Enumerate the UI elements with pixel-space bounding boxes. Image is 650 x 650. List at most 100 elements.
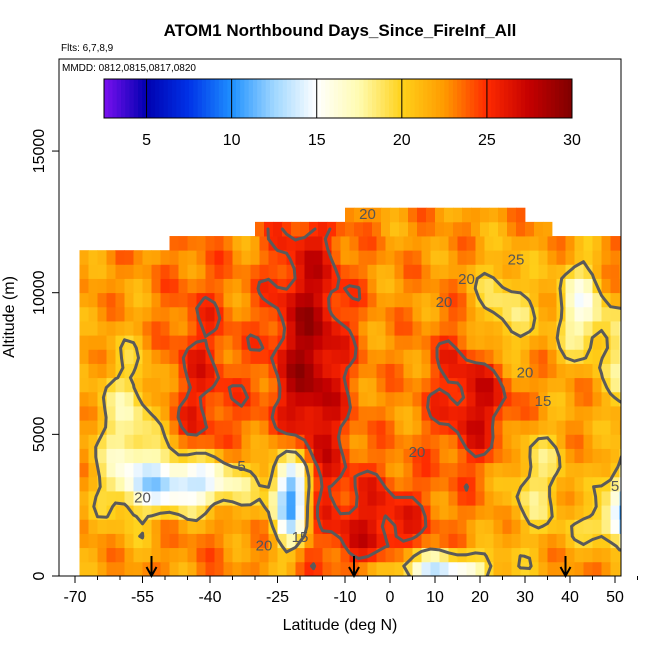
heatmap-cell [619,420,621,435]
heatmap-cell [466,462,476,478]
heatmap-cell [133,250,143,265]
heatmap-cell [421,250,431,265]
heatmap-cell [367,306,377,322]
heatmap-cell [322,533,332,549]
heatmap-cell [313,561,323,576]
heatmap-cell [340,236,350,251]
heatmap-cell [331,349,341,364]
heatmap-cell [151,264,161,279]
heatmap-cell [241,306,251,322]
heatmap-cell [493,519,503,534]
heatmap-cell [475,547,485,563]
heatmap-cell [574,236,584,251]
heatmap-cell [502,363,512,379]
heatmap-cell [376,278,386,294]
heatmap-cell [480,221,490,237]
heatmap-cell [196,236,206,251]
heatmap-cell [295,547,305,563]
heatmap-cell [313,448,323,464]
heatmap-cell [601,391,611,407]
heatmap-cell [466,505,476,520]
heatmap-cell [430,349,440,364]
heatmap-cell [142,448,152,464]
heatmap-cell [629,307,638,322]
heatmap-cell [439,420,449,435]
heatmap-cell [385,476,395,492]
heatmap-cell [647,321,650,336]
heatmap-cell [313,519,323,534]
heatmap-cell [403,321,413,336]
heatmap-cell [250,335,260,350]
heatmap-cell [88,519,98,534]
heatmap-cell [475,377,485,393]
heatmap-cell [232,491,242,506]
heatmap-cell [647,364,650,379]
contour-label: 15 [535,393,552,410]
heatmap-cell [331,377,341,393]
heatmap-cell [457,420,467,435]
heatmap-cell [412,448,422,464]
heatmap-cell [457,448,467,464]
heatmap-cell [358,406,368,421]
heatmap-cell [367,406,377,421]
heatmap-cell [255,221,265,237]
heatmap-cell [151,391,161,407]
heatmap-cell [367,448,377,464]
heatmap-cell [439,434,449,449]
heatmap-cell [592,250,602,265]
flights-note: Flts: 6,7,8,9 [61,43,114,54]
heatmap-cell [574,476,584,492]
heatmap-cell [502,434,512,449]
heatmap-cell [178,250,188,265]
heatmap-cell [556,335,566,350]
heatmap-cell [484,236,494,251]
heatmap-cell [268,250,278,265]
heatmap-cell [430,406,440,421]
x-tick-label: 40 [561,589,579,606]
heatmap-cell [358,250,368,265]
heatmap-cell [403,278,413,294]
heatmap-cell [259,462,269,478]
heatmap-cell [372,221,382,237]
heatmap-cell [115,292,125,308]
heatmap-cell [367,264,377,279]
heatmap-cell [331,420,341,435]
heatmap-cell [507,221,517,237]
heatmap-cell [124,250,134,265]
heatmap-cell [403,476,413,492]
heatmap-cell [421,363,431,379]
heatmap-cell [638,491,647,506]
heatmap-cell [475,264,485,279]
heatmap-cell [408,221,418,237]
x-tick-label: -55 [131,589,154,606]
heatmap-cell [574,377,584,393]
heatmap-cell [502,547,512,563]
heatmap-cell [196,349,206,364]
heatmap-cell [412,391,422,407]
heatmap-cell [529,420,539,435]
heatmap-cell [178,335,188,350]
profile-markers [145,556,572,579]
heatmap-cell [367,391,377,407]
colorbar-swatch [214,79,220,118]
heatmap-cell [502,448,512,464]
x-axis-label: Latitude (deg N) [283,617,398,634]
heatmap-cell [327,221,337,237]
heatmap-cell [466,476,476,492]
heatmap-cell [331,335,341,350]
heatmap-cell [448,363,458,379]
heatmap-cell [232,406,242,421]
heatmap-cell [345,207,355,223]
heatmap-cell [466,533,476,549]
colorbar-swatch [320,79,326,118]
heatmap-cell [619,519,621,534]
heatmap-cell [88,434,98,449]
heatmap-cell [349,519,359,534]
heatmap-cell [547,236,557,251]
heatmap-cell [466,377,476,393]
heatmap-cell [412,519,422,534]
heatmap-cell [250,533,260,549]
heatmap-cell [178,491,188,506]
heatmap-cell [79,448,89,464]
heatmap-cell [367,420,377,435]
